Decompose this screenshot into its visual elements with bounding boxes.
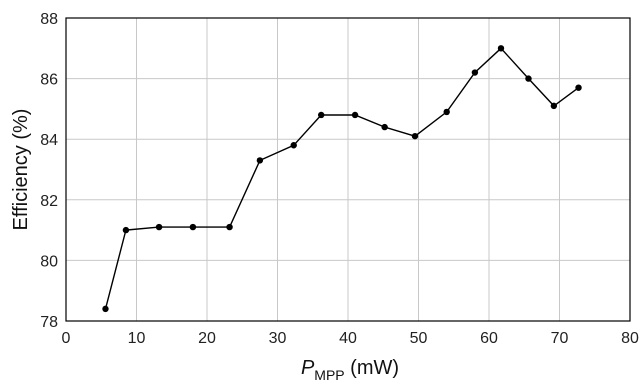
plot-frame: [65, 17, 631, 322]
x-tick-label: 80: [621, 330, 639, 347]
y-tick-label: 78: [40, 314, 58, 331]
x-axis-subscript: MPP: [314, 367, 344, 383]
data-point: [226, 223, 233, 231]
data-point: [290, 142, 297, 149]
x-tick-label: 40: [339, 330, 357, 347]
data-point: [550, 102, 558, 110]
x-tick-label: 30: [269, 330, 287, 347]
x-tick-label: 20: [198, 330, 216, 347]
data-point: [575, 84, 582, 91]
efficiency-line: [104, 47, 579, 310]
y-tick-label: 84: [40, 132, 58, 149]
data-point: [443, 108, 450, 116]
data-point: [256, 157, 264, 164]
y-axis-title: Efficiency (%): [10, 109, 32, 231]
x-axis-symbol: P: [301, 357, 315, 379]
y-tick-label: 82: [40, 193, 58, 210]
x-tick-label: 10: [128, 330, 146, 347]
data-point: [155, 223, 163, 231]
y-tick-label: 88: [40, 11, 58, 28]
y-tick-label: 80: [40, 253, 58, 270]
x-axis-unit: (mW): [345, 357, 399, 379]
data-point: [318, 111, 325, 119]
x-tick-label: 70: [551, 330, 569, 347]
y-tick-labels: 78 80 82 84 86 88: [40, 11, 58, 331]
data-point: [381, 123, 388, 131]
data-point: [351, 111, 359, 119]
data-point: [497, 45, 505, 52]
data-point: [525, 75, 532, 82]
y-tick-label: 86: [40, 72, 58, 89]
data-point: [471, 69, 479, 76]
data-point: [122, 226, 130, 234]
data-point: [189, 223, 197, 231]
data-point: [102, 305, 109, 313]
data-point: [411, 132, 419, 140]
x-axis-title: PMPP (mW): [301, 357, 399, 383]
data-points: [102, 45, 582, 313]
x-tick-label: 60: [480, 330, 498, 347]
x-tick-label: 0: [62, 330, 71, 347]
grid-lines: [65, 17, 631, 322]
x-tick-label: 50: [410, 330, 428, 347]
x-tick-labels: 0 10 20 30 40 50 60 70 80: [62, 330, 639, 347]
